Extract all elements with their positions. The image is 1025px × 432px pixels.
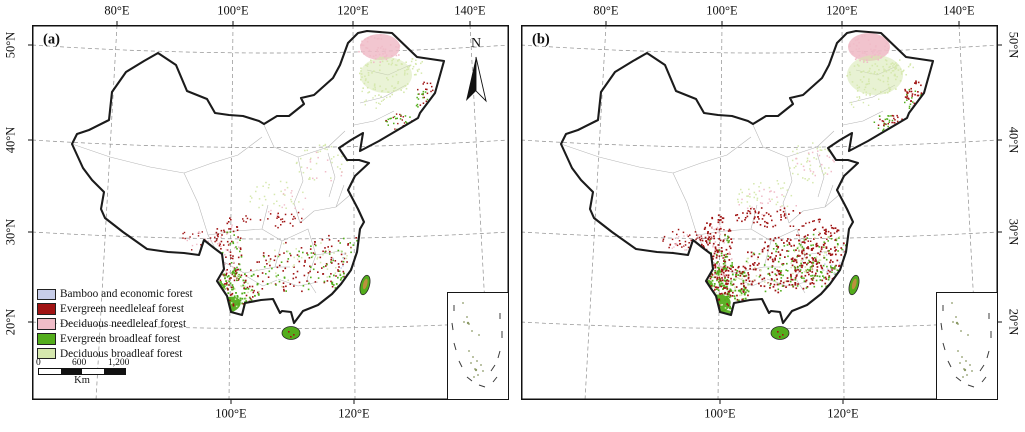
tick-label: 50°N bbox=[3, 31, 18, 59]
legend-swatch bbox=[37, 318, 56, 330]
hainan-island bbox=[770, 326, 790, 340]
legend-item: Evergreen broadleaf forest bbox=[37, 331, 193, 346]
legend-item: Bamboo and economic forest bbox=[37, 287, 193, 302]
scale-unit: Km bbox=[74, 375, 90, 386]
inset-map-b bbox=[940, 302, 992, 388]
south-china-sea-inset-b bbox=[936, 292, 998, 400]
tick-label: 100°E bbox=[704, 406, 736, 421]
graticule bbox=[31, 24, 510, 401]
legend-label: Bamboo and economic forest bbox=[60, 288, 193, 301]
tick-label: 100°E bbox=[217, 3, 249, 18]
china-outline bbox=[70, 29, 446, 325]
tick-label: 120°E bbox=[337, 3, 369, 18]
legend-label: Evergreen broadleaf forest bbox=[60, 332, 181, 345]
panel-label-b: (b) bbox=[532, 31, 550, 48]
tick-label: 50°N bbox=[1006, 31, 1021, 59]
legend-label: Deciduous broadleaf forest bbox=[60, 347, 183, 360]
forest-dots-layer bbox=[182, 34, 438, 314]
legend-item: Deciduous broadleaf forest bbox=[37, 346, 193, 361]
legend-swatch bbox=[37, 303, 56, 315]
scale-bar-labels: 0 600 1,200 bbox=[36, 358, 130, 368]
legend-swatch bbox=[37, 288, 56, 301]
island-dots bbox=[951, 302, 973, 378]
tick-label: 20°N bbox=[1006, 308, 1021, 336]
tick-label: 30°N bbox=[3, 218, 18, 246]
tick-label: 30°N bbox=[1006, 218, 1021, 246]
forest-dots-layer bbox=[662, 33, 924, 321]
taiwan-island bbox=[359, 274, 371, 296]
scale-bar-segments bbox=[38, 368, 126, 375]
scale-label-1200: 1,200 bbox=[108, 358, 130, 368]
legend-item: Deciduous needleleaf forest bbox=[37, 317, 193, 332]
south-china-sea-inset-a bbox=[447, 292, 509, 400]
north-arrow-label: N bbox=[470, 36, 482, 51]
province-boundaries bbox=[72, 64, 411, 294]
graticule bbox=[520, 24, 999, 401]
legend-swatch bbox=[37, 333, 56, 345]
taiwan-island bbox=[848, 274, 860, 296]
china-outline bbox=[559, 29, 935, 325]
tick-label: 80°E bbox=[104, 3, 130, 18]
tick-label: 100°E bbox=[215, 406, 247, 421]
tick-label: 80°E bbox=[593, 3, 619, 18]
hainan-island bbox=[281, 326, 301, 340]
tick-label: 40°N bbox=[1006, 126, 1021, 154]
island-dots bbox=[462, 302, 484, 378]
nine-dash-line bbox=[940, 305, 992, 388]
panel-label-a: (a) bbox=[43, 31, 60, 48]
tick-label: 120°E bbox=[338, 406, 370, 421]
tick-label: 40°N bbox=[3, 126, 18, 154]
legend-label: Deciduous needleleaf forest bbox=[60, 317, 187, 330]
tick-label: 100°E bbox=[706, 3, 738, 18]
scale-label-0: 0 bbox=[36, 358, 41, 368]
tick-label: 140°E bbox=[454, 3, 486, 18]
province-boundaries bbox=[561, 64, 900, 294]
nine-dash-line bbox=[451, 305, 503, 388]
tick-label: 140°E bbox=[943, 3, 975, 18]
scale-bar: 0 600 1,200 Km bbox=[36, 358, 130, 386]
tick-label: 120°E bbox=[827, 406, 859, 421]
map-legend: Bamboo and economic forest Evergreen need… bbox=[37, 287, 193, 361]
map-frame bbox=[521, 25, 998, 400]
north-arrow-icon bbox=[466, 56, 487, 103]
map-panel-b bbox=[520, 21, 1002, 404]
tick-label: 120°E bbox=[826, 3, 858, 18]
tick-label: 20°N bbox=[3, 308, 18, 336]
legend-item: Evergreen needleleaf forest bbox=[37, 302, 193, 317]
legend-swatch bbox=[37, 347, 56, 360]
legend-label: Evergreen needleleaf forest bbox=[60, 303, 184, 316]
map-panel-a bbox=[28, 21, 510, 404]
inset-map-a bbox=[451, 302, 503, 388]
map-frame bbox=[32, 25, 509, 400]
scale-label-600: 600 bbox=[72, 358, 87, 368]
